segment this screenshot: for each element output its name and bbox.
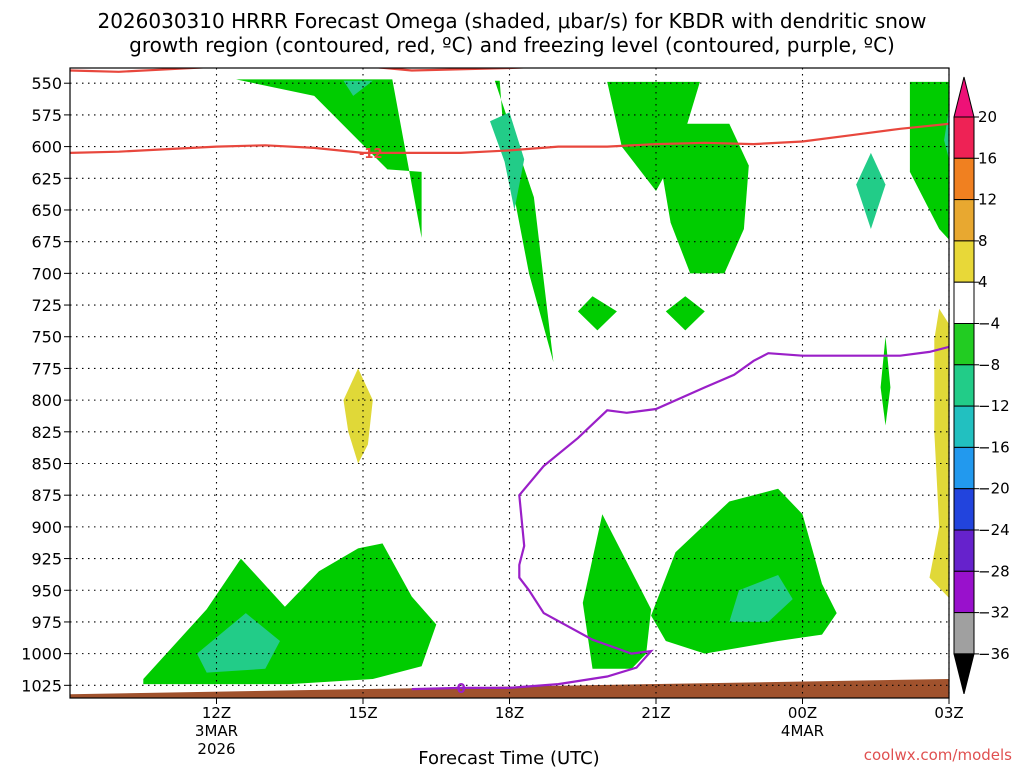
omega-shade-region-11: [651, 488, 837, 654]
y-axis: 550 575 600 625 650 675 700 725 750 775 800 825 850 8…: [21, 74, 70, 695]
y-tick-label-850: 850: [31, 454, 62, 473]
y-tick-label-600: 600: [31, 138, 62, 157]
colorbar-label-12: −32: [978, 604, 1010, 622]
colorbar-label-1: 16: [978, 149, 997, 167]
colorbar-label-6: −8: [978, 356, 1000, 374]
y-tick-label-750: 750: [31, 328, 62, 347]
colorbar-box-8: [953, 446, 975, 490]
freezing-contour-line-0: [411, 345, 949, 691]
colorbar-label-0: 20: [978, 108, 997, 126]
omega-shade-region-6: [665, 296, 705, 331]
y-tick-label-900: 900: [31, 518, 62, 537]
y-tick-label-725: 725: [31, 296, 62, 315]
credit-text: coolwx.com/models: [864, 746, 1012, 764]
colorbar-box-5: [953, 323, 975, 366]
colorbar-label-8: −16: [978, 438, 1010, 456]
colorbar-label-13: −36: [978, 645, 1010, 663]
freezing-contour-label: 0: [457, 682, 466, 697]
y-tick-label-775: 775: [31, 359, 62, 378]
omega-shade-region-10: [582, 514, 652, 669]
omega-shade-region-4: [909, 81, 949, 240]
colorbar-box-12: [953, 612, 975, 655]
colorbar-label-7: −12: [978, 397, 1010, 415]
y-tick-label-975: 975: [31, 613, 62, 632]
colorbar-top-arrow: [953, 76, 975, 118]
colorbar-label-9: −20: [978, 480, 1010, 498]
colorbar: 20 16 12 8 4 −4 −8 −12 −16 −20 −24 −28 −32 −36: [953, 76, 1010, 695]
omega-shade-region-2: [607, 81, 700, 191]
omega-shading: [143, 79, 1008, 685]
omega-shade-region-5: [577, 296, 617, 331]
x-tick-label-00Z: 00Z: [788, 704, 817, 722]
x-tick-label-21Z: 21Z: [641, 704, 670, 722]
colorbar-label-3: 8: [978, 232, 988, 250]
y-tick-label-625: 625: [31, 169, 62, 188]
y-tick-label-700: 700: [31, 264, 62, 283]
title-line-1: 2026030310 HRRR Forecast Omega (shaded, …: [97, 9, 926, 33]
y-tick-label-575: 575: [31, 106, 62, 125]
x-tick-label-03Z: 03Z: [934, 704, 963, 722]
colorbar-box-3: [953, 240, 975, 283]
y-tick-label-1000: 1000: [21, 645, 62, 664]
colorbar-box-2: [953, 199, 975, 242]
y-tick-label-800: 800: [31, 391, 62, 410]
x-tick-label-15Z: 15Z: [348, 704, 377, 722]
y-tick-label-650: 650: [31, 201, 62, 220]
omega-shade-region-15: [856, 152, 886, 229]
omega-shade-region-13: [197, 613, 280, 673]
x-tick-date-12Z: 3MAR: [195, 722, 238, 740]
colorbar-box-10: [953, 529, 975, 572]
colorbar-box-4: [953, 281, 975, 325]
omega-shade-region-7: [880, 336, 891, 426]
x-tick-label-12Z: 12Z: [202, 704, 231, 722]
omega-shade-region-16: [944, 108, 949, 160]
x-tick-label-18Z: 18Z: [495, 704, 524, 722]
colorbar-box-11: [953, 570, 975, 614]
omega-shade-region-19: [343, 368, 373, 464]
y-tick-label-925: 925: [31, 550, 62, 569]
colorbar-label-5: −4: [978, 315, 1000, 333]
x-axis-label: Forecast Time (UTC): [418, 748, 599, 768]
y-tick-label-950: 950: [31, 581, 62, 600]
omega-shade-region-3: [660, 123, 749, 274]
dendritic-contour-label: -12: [359, 147, 383, 162]
omega-shade-region-20: [929, 308, 949, 598]
colorbar-label-11: −28: [978, 562, 1010, 580]
y-tick-label-550: 550: [31, 74, 62, 93]
colorbar-box-7: [953, 405, 975, 448]
colorbar-box-0: [953, 116, 975, 159]
y-tick-label-875: 875: [31, 486, 62, 505]
omega-shade-region-12: [490, 112, 525, 210]
colorbar-box-9: [953, 488, 975, 531]
dendritic-contour-line-2: [70, 122, 949, 154]
y-tick-label-1025: 1025: [21, 676, 62, 695]
x-tick-year-12Z: 2026: [197, 740, 235, 758]
omega-shade-region-0: [206, 79, 422, 238]
omega-shade-region-8: [988, 419, 1008, 527]
omega-shade-region-14: [729, 575, 793, 622]
title-line-2: growth region (contoured, red, ºC) and f…: [129, 33, 895, 57]
dendritic-contour-line-0: [70, 68, 213, 73]
plot-area: -12 0: [69, 67, 1008, 699]
omega-shade-region-18: [343, 80, 373, 96]
y-tick-label-825: 825: [31, 423, 62, 442]
colorbar-label-2: 12: [978, 191, 997, 209]
colorbar-box-6: [953, 364, 975, 407]
contours: -12 0: [70, 68, 949, 697]
colorbar-bottom-arrow: [953, 653, 975, 695]
colorbar-box-1: [953, 157, 975, 201]
y-tick-label-675: 675: [31, 233, 62, 252]
x-tick-date-00Z: 4MAR: [781, 722, 824, 740]
grid: [70, 68, 950, 698]
dendritic-contour-line-1: [373, 68, 536, 72]
colorbar-label-10: −24: [978, 521, 1010, 539]
omega-shade-region-9: [143, 543, 437, 685]
colorbar-label-4: 4: [978, 273, 988, 291]
